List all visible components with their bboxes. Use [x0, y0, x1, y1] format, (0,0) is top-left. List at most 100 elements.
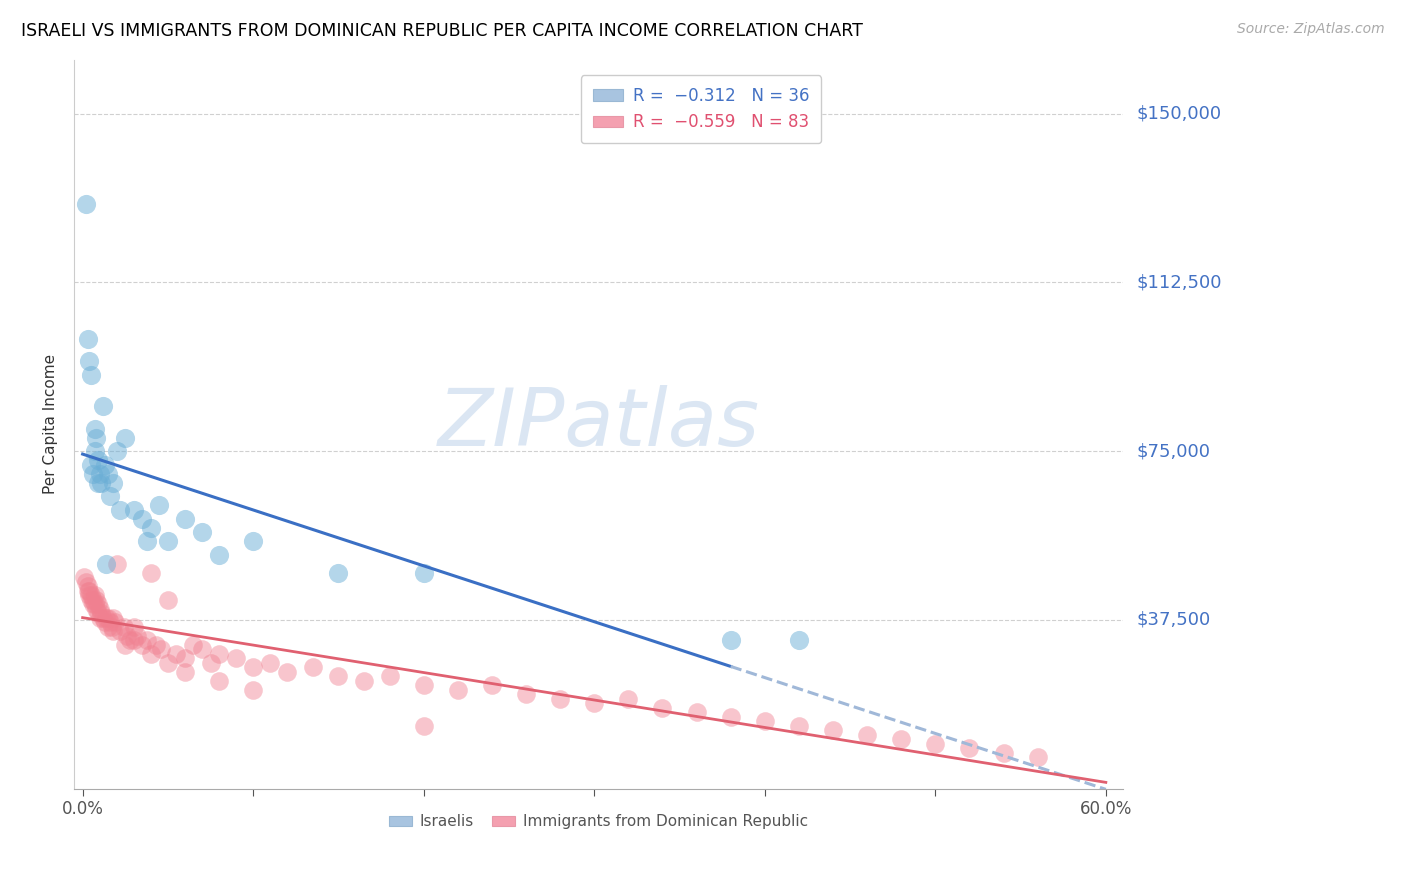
- Point: [583, 696, 606, 710]
- Point: [993, 746, 1015, 760]
- Point: [328, 669, 350, 683]
- Point: [787, 718, 810, 732]
- Point: [139, 647, 162, 661]
- Point: [136, 633, 159, 648]
- Point: [104, 615, 127, 629]
- Point: [156, 592, 179, 607]
- Point: [242, 534, 264, 549]
- Point: [82, 592, 104, 607]
- Point: [76, 579, 98, 593]
- Point: [112, 619, 135, 633]
- Point: [821, 723, 844, 737]
- Point: [412, 678, 434, 692]
- Point: [79, 583, 101, 598]
- Point: [83, 597, 105, 611]
- Point: [83, 588, 105, 602]
- Point: [856, 727, 879, 741]
- Point: [108, 624, 131, 638]
- Point: [73, 570, 96, 584]
- Point: [156, 656, 179, 670]
- Point: [94, 458, 117, 472]
- Point: [75, 196, 97, 211]
- Point: [165, 647, 187, 661]
- Point: [83, 421, 105, 435]
- Point: [80, 458, 103, 472]
- Point: [120, 633, 142, 648]
- Point: [174, 665, 197, 679]
- Text: ISRAELI VS IMMIGRANTS FROM DOMINICAN REPUBLIC PER CAPITA INCOME CORRELATION CHAR: ISRAELI VS IMMIGRANTS FROM DOMINICAN REP…: [21, 22, 863, 40]
- Y-axis label: Per Capita Income: Per Capita Income: [44, 354, 58, 494]
- Point: [208, 647, 231, 661]
- Point: [105, 444, 128, 458]
- Point: [80, 588, 103, 602]
- Point: [87, 475, 110, 490]
- Point: [174, 651, 197, 665]
- Point: [97, 610, 120, 624]
- Point: [122, 502, 145, 516]
- Point: [191, 524, 214, 539]
- Point: [94, 615, 117, 629]
- Point: [103, 624, 125, 638]
- Point: [787, 633, 810, 648]
- Point: [84, 431, 107, 445]
- Point: [890, 732, 912, 747]
- Point: [122, 633, 145, 648]
- Point: [90, 475, 112, 490]
- Point: [91, 610, 114, 624]
- Point: [353, 673, 375, 688]
- Point: [302, 660, 325, 674]
- Point: [87, 597, 110, 611]
- Point: [242, 660, 264, 674]
- Point: [276, 665, 298, 679]
- Point: [89, 601, 111, 615]
- Point: [136, 534, 159, 549]
- Point: [183, 638, 205, 652]
- Point: [90, 606, 112, 620]
- Point: [139, 520, 162, 534]
- Text: $37,500: $37,500: [1137, 611, 1211, 629]
- Point: [412, 718, 434, 732]
- Point: [80, 368, 103, 382]
- Point: [97, 467, 120, 481]
- Point: [114, 431, 136, 445]
- Text: ZIPatlas: ZIPatlas: [437, 385, 759, 463]
- Point: [174, 511, 197, 525]
- Point: [79, 354, 101, 368]
- Point: [651, 700, 673, 714]
- Point: [378, 669, 401, 683]
- Point: [76, 332, 98, 346]
- Point: [114, 638, 136, 652]
- Point: [98, 615, 121, 629]
- Point: [131, 638, 153, 652]
- Point: [75, 574, 97, 589]
- Point: [115, 628, 138, 642]
- Point: [82, 597, 104, 611]
- Point: [145, 638, 167, 652]
- Point: [548, 691, 571, 706]
- Point: [87, 606, 110, 620]
- Point: [103, 475, 125, 490]
- Point: [148, 498, 170, 512]
- Point: [82, 467, 104, 481]
- Point: [754, 714, 776, 728]
- Text: Source: ZipAtlas.com: Source: ZipAtlas.com: [1237, 22, 1385, 37]
- Point: [515, 687, 537, 701]
- Point: [89, 610, 111, 624]
- Point: [200, 656, 222, 670]
- Point: [156, 534, 179, 549]
- Point: [225, 651, 247, 665]
- Point: [91, 399, 114, 413]
- Point: [79, 588, 101, 602]
- Point: [481, 678, 503, 692]
- Point: [447, 682, 470, 697]
- Text: $112,500: $112,500: [1137, 273, 1222, 292]
- Point: [191, 642, 214, 657]
- Point: [924, 737, 946, 751]
- Point: [1026, 750, 1049, 764]
- Point: [100, 619, 122, 633]
- Point: [98, 489, 121, 503]
- Point: [150, 642, 173, 657]
- Point: [139, 566, 162, 580]
- Point: [105, 557, 128, 571]
- Point: [617, 691, 640, 706]
